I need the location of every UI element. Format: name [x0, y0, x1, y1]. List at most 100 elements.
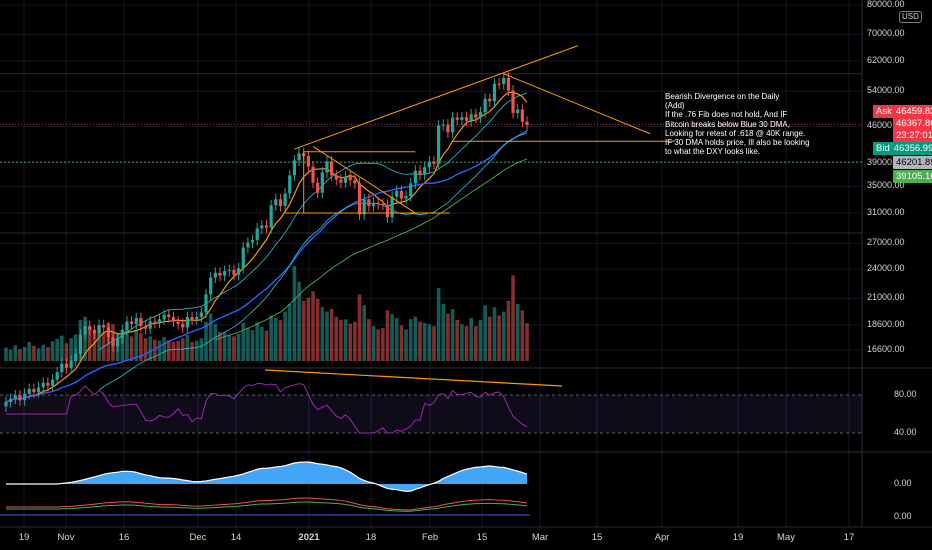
- candle-body-55: [260, 225, 264, 229]
- candle-30: [143, 320, 148, 335]
- candle-body-0: [4, 401, 8, 407]
- volume-bar-94: [441, 304, 446, 361]
- volume-bar-56: [264, 330, 269, 361]
- volume-bar-102: [478, 319, 483, 361]
- candle-1: [9, 393, 13, 408]
- volume-bar-70: [329, 309, 334, 361]
- candle-body-80: [376, 202, 380, 205]
- volume-bar-101: [474, 326, 478, 361]
- candle-body-79: [371, 202, 376, 207]
- volume-bar-44: [208, 313, 213, 361]
- candle-26: [125, 316, 129, 336]
- candle-body-39: [185, 316, 190, 328]
- candle-80: [376, 197, 380, 210]
- candle-body-66: [311, 166, 315, 183]
- volume-bar-8: [41, 344, 46, 361]
- candle-92: [432, 156, 436, 170]
- volume-bar-91: [427, 324, 432, 361]
- candle-body-82: [385, 204, 390, 218]
- candle-39: [185, 311, 190, 333]
- candle-54: [255, 222, 259, 246]
- volume-bar-74: [348, 323, 353, 361]
- candle-body-48: [227, 270, 231, 272]
- candle-97: [455, 112, 459, 126]
- volume-bar-62: [292, 266, 297, 361]
- volume-bar-28: [134, 330, 139, 361]
- candle-body-27: [129, 321, 134, 324]
- candle-body-108: [506, 77, 510, 91]
- volume-bar-60: [283, 311, 287, 361]
- candle-body-6: [32, 388, 36, 393]
- volume-bar-111: [520, 310, 525, 361]
- candle-body-11: [55, 372, 59, 380]
- candle-111: [520, 104, 524, 128]
- oscillator-area: [6, 462, 527, 492]
- chart-annotation-text[interactable]: Bearish Divergence on the Daily (Add) If t…: [665, 92, 865, 156]
- rising-trendline: [294, 45, 579, 150]
- volume-bar-64: [301, 300, 306, 361]
- volume-bar-72: [339, 319, 343, 361]
- candle-94: [441, 119, 445, 132]
- moving-averages: [5, 91, 528, 403]
- volume-bar-50: [236, 333, 241, 361]
- volume-bar-43: [204, 321, 208, 361]
- volume-bar-97: [455, 319, 460, 361]
- price-tag-value: 39105.16: [896, 171, 932, 182]
- candle-body-61: [288, 175, 292, 194]
- candle-body-13: [64, 363, 69, 368]
- annotation-line: (Add): [665, 101, 685, 111]
- candle-44: [209, 272, 213, 300]
- volume-bar-36: [171, 342, 176, 361]
- candle-body-100: [469, 114, 473, 121]
- candle-49: [232, 264, 236, 281]
- volume-bar-107: [501, 311, 506, 361]
- candle-body-102: [478, 112, 483, 118]
- flag-upper-line: [312, 145, 416, 214]
- candle-53: [250, 234, 255, 249]
- price-tick-label: 16600.00: [867, 344, 905, 354]
- candle-41: [195, 311, 199, 325]
- volume-bar-83: [390, 314, 394, 361]
- candle-body-77: [362, 199, 366, 215]
- candle-body-2: [13, 395, 17, 399]
- candle-77: [362, 193, 366, 220]
- volume-bar-90: [422, 323, 427, 361]
- volume-bar-95: [446, 313, 450, 361]
- price-tick-label: 62000.00: [867, 55, 905, 65]
- volume-bar-88: [413, 316, 418, 361]
- candle-62: [292, 155, 297, 181]
- candle-91: [427, 156, 431, 173]
- volume-bar-77: [362, 305, 366, 361]
- volume-bar-40: [190, 342, 194, 361]
- candle-8: [41, 377, 45, 393]
- indicator-tick-label: 40.00: [894, 427, 917, 437]
- candle-body-43: [204, 294, 208, 313]
- candle-body-20: [97, 325, 101, 334]
- candle-58: [274, 193, 278, 211]
- candle-body-63: [297, 153, 301, 161]
- oscillator2-line-b: [6, 501, 528, 512]
- candle-body-111: [520, 109, 524, 122]
- candle-body-84: [395, 190, 399, 197]
- volume-bar-68: [320, 307, 325, 361]
- candle-body-54: [255, 228, 259, 241]
- volume-bar-12: [60, 335, 64, 361]
- volume-bar-45: [213, 324, 218, 361]
- ma-30-line: [5, 130, 528, 403]
- price-tick-label: 46000.00: [867, 120, 905, 131]
- volume-bar-86: [404, 329, 408, 361]
- price-tag-value: 46459.83: [895, 106, 932, 117]
- price-tick-label: 80000.00: [867, 0, 905, 10]
- volume-bar-52: [246, 328, 250, 361]
- candle-body-52: [246, 242, 250, 248]
- candle-18: [88, 320, 92, 336]
- horizontal-levels: [0, 73, 862, 234]
- candle-body-21: [102, 325, 106, 328]
- candle-body-40: [190, 316, 194, 320]
- volume-bar-49: [232, 336, 236, 361]
- candle-body-50: [236, 268, 241, 275]
- currency-badge[interactable]: USD: [899, 11, 922, 23]
- candle-body-35: [167, 314, 171, 317]
- falling-trendline: [503, 73, 651, 135]
